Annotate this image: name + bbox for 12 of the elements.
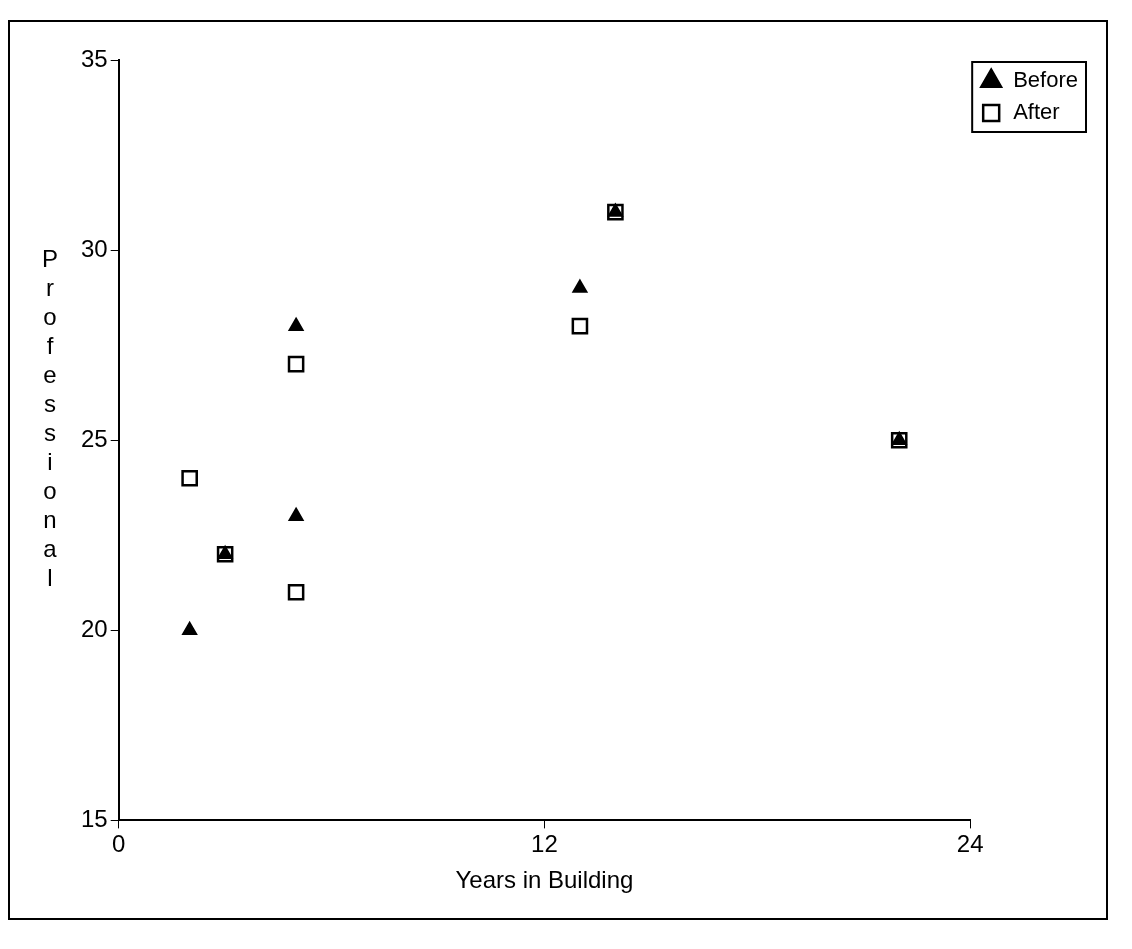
x-tick-label: 24 (956, 830, 984, 858)
y-tick-label: 30 (80, 234, 108, 262)
legend-label: Before (1013, 67, 1079, 93)
y-tick-label: 20 (80, 614, 108, 642)
y-tick-label: 35 (80, 44, 108, 72)
x-tick-label: 12 (531, 830, 558, 858)
y-tick-label: 25 (80, 424, 108, 452)
x-tick-label: 0 (112, 830, 126, 858)
text: Professional (41, 245, 59, 592)
legend-label: After (1013, 99, 1060, 125)
y-tick-label: 15 (80, 805, 108, 833)
x-axis-title: Years in Building (455, 866, 634, 894)
